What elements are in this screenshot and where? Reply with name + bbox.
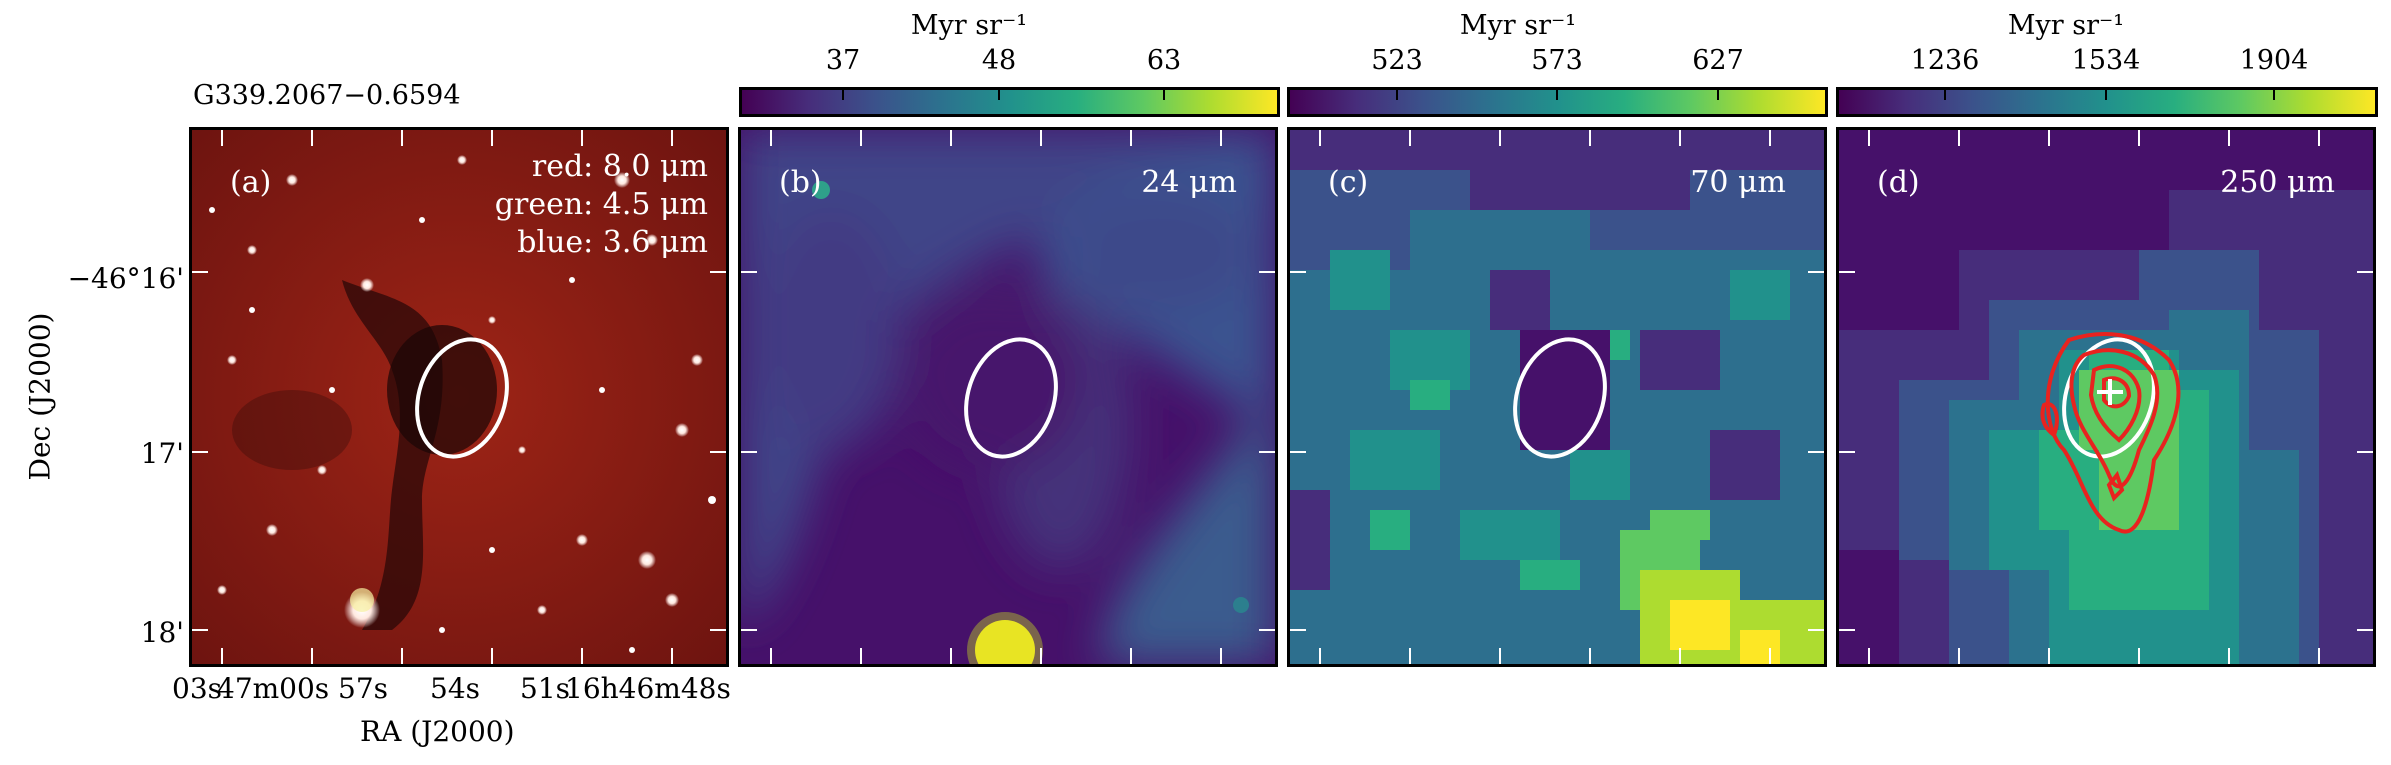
panel-b-label: (b) (779, 165, 822, 200)
panel-c-image: (c) 70 μm (1287, 127, 1827, 667)
legend-red: red: 8.0 μm (531, 149, 708, 184)
x-tick-label-1: 03s (172, 672, 222, 705)
legend-green: green: 4.5 μm (494, 187, 708, 222)
colorbar-c-mark-2 (1556, 90, 1558, 100)
y-tick-label-3: 18' (140, 616, 184, 649)
colorbar-tick-b-1: 37 (825, 45, 861, 76)
colorbar-tick-c-1: 523 (1371, 45, 1423, 76)
x-tick-label-2: 47m00s (217, 672, 330, 705)
colorbar-tick-d-1: 1236 (1910, 45, 1980, 76)
panel-b-map (741, 130, 1275, 664)
panel-c-ticks (1290, 130, 1824, 664)
colorbar-tick-c-3: 627 (1692, 45, 1744, 76)
colorbar-c-mark-1 (1396, 90, 1398, 100)
source-title: G339.2067−0.6594 (193, 80, 461, 111)
colorbar-unit-c: Myr sr⁻¹ (1459, 10, 1577, 41)
colorbar-tick-d-3: 1904 (2239, 45, 2309, 76)
panel-b-wavelength: 24 μm (1141, 165, 1237, 200)
panel-c-label: (c) (1328, 165, 1369, 200)
panel-a-label: (a) (230, 165, 272, 200)
colorbar-d-mark-2 (2105, 90, 2107, 100)
panel-a-rgb-image: (a) red: 8.0 μm green: 4.5 μm blue: 3.6 … (189, 127, 729, 667)
colorbar-unit-d: Myr sr⁻¹ (2007, 10, 2125, 41)
panel-b-image: (b) 24 μm (738, 127, 1278, 667)
peak-cross (2097, 379, 2123, 405)
panel-a-legend: red: 8.0 μm green: 4.5 μm blue: 3.6 μm (495, 148, 708, 262)
contours (2040, 332, 2181, 534)
x-tick-label-5: 51s (520, 672, 570, 705)
panel-a-ticks (192, 130, 726, 664)
colorbar-unit-b: Myr sr⁻¹ (910, 10, 1028, 41)
panel-c-map (1290, 130, 1824, 664)
colorbar-b-mark-2 (998, 90, 1000, 100)
x-tick-label-6: 16h46m48s (565, 672, 731, 705)
colorbar-tick-b-2: 48 (981, 45, 1017, 76)
colorbar-tick-d-2: 1534 (2071, 45, 2141, 76)
legend-blue: blue: 3.6 μm (517, 225, 708, 260)
panel-d-image: (d) 250 μm (1836, 127, 2376, 667)
star-field (209, 155, 716, 653)
colorbar-b (739, 87, 1280, 117)
colorbar-b-mark-1 (842, 90, 844, 100)
colorbar-d (1836, 87, 2378, 117)
colorbar-tick-c-2: 573 (1531, 45, 1583, 76)
colorbar-d-mark-3 (2273, 90, 2275, 100)
panel-d-label: (d) (1877, 165, 1920, 200)
colorbar-b-mark-3 (1163, 90, 1165, 100)
aperture-ellipse-d (2062, 337, 2156, 459)
colorbar-c-mark-3 (1717, 90, 1719, 100)
aperture-ellipse-c (1513, 337, 1607, 459)
colorbar-d-mark-1 (1944, 90, 1946, 100)
panel-d-map (1839, 130, 2373, 664)
panel-b-ticks (741, 130, 1275, 664)
x-axis-label: RA (J2000) (360, 715, 515, 748)
y-tick-label-1: −46°16' (67, 262, 184, 295)
x-tick-label-3: 57s (338, 672, 388, 705)
aperture-ellipse-b (964, 337, 1058, 459)
panel-d-ticks (1839, 130, 2373, 664)
x-tick-label-4: 54s (430, 672, 480, 705)
panel-c-wavelength: 70 μm (1690, 165, 1786, 200)
y-tick-label-2: 17' (140, 437, 184, 470)
panel-d-wavelength: 250 μm (2220, 165, 2335, 200)
panel-a-image (192, 130, 726, 664)
aperture-ellipse-a (415, 337, 509, 459)
colorbar-tick-b-3: 63 (1146, 45, 1182, 76)
